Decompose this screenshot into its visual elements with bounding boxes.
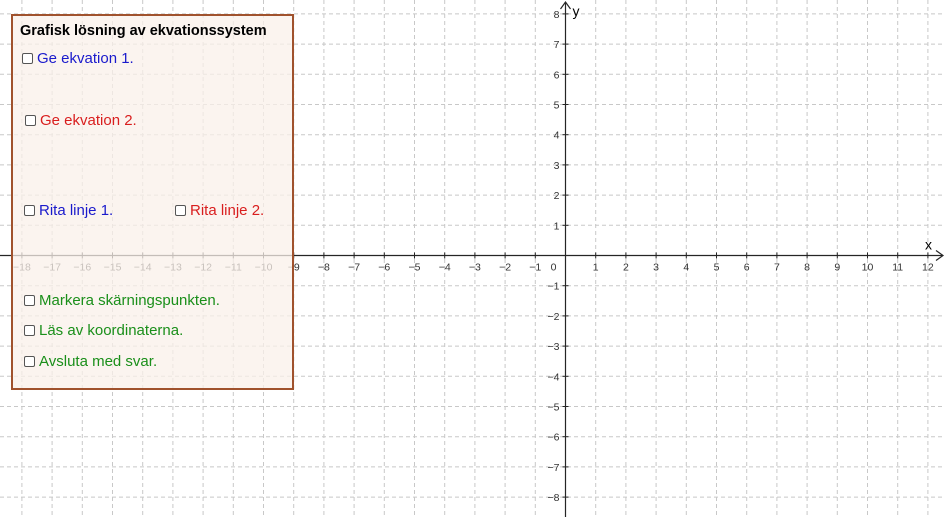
checkbox-label: Markera skärningspunkten. bbox=[39, 292, 220, 309]
y-tick-label: 4 bbox=[554, 130, 560, 142]
checkbox-ge-ekvation-1[interactable]: Ge ekvation 1. bbox=[22, 50, 134, 67]
y-tick-label: −4 bbox=[548, 371, 560, 383]
checkbox-label: Rita linje 1. bbox=[39, 202, 114, 219]
y-tick-label: −2 bbox=[548, 311, 560, 323]
y-tick-label: 8 bbox=[554, 9, 560, 21]
x-tick-label: −5 bbox=[409, 262, 421, 274]
y-tick-label: −5 bbox=[548, 402, 560, 414]
y-tick-label: 5 bbox=[554, 100, 560, 112]
x-tick-label: −2 bbox=[499, 262, 511, 274]
checkbox-markera-skarningspunkten[interactable]: Markera skärningspunkten. bbox=[24, 292, 220, 309]
x-tick-label: 9 bbox=[834, 262, 840, 274]
y-tick-label: 2 bbox=[554, 190, 560, 202]
x-tick-label: 3 bbox=[653, 262, 659, 274]
x-tick-label: 5 bbox=[714, 262, 720, 274]
x-axis-arrow bbox=[935, 250, 945, 261]
checkbox-rita-linje-2[interactable]: Rita linje 2. bbox=[175, 202, 264, 219]
x-tick-label: −1 bbox=[529, 262, 541, 274]
checkbox-box[interactable] bbox=[175, 205, 186, 216]
x-tick-label: 12 bbox=[922, 262, 934, 274]
x-tick-label: 8 bbox=[804, 262, 810, 274]
x-axis-label: x bbox=[925, 237, 932, 253]
panel-title: Grafisk lösning av ekvationssystem bbox=[20, 23, 267, 39]
checkbox-label: Avsluta med svar. bbox=[39, 353, 158, 370]
x-tick-label: 7 bbox=[774, 262, 780, 274]
x-tick-label: 6 bbox=[744, 262, 750, 274]
checkbox-rita-linje-1[interactable]: Rita linje 1. bbox=[24, 202, 113, 219]
checkbox-las-av-koordinaterna[interactable]: Läs av koordinaterna. bbox=[24, 322, 183, 339]
x-tick-label: 10 bbox=[862, 262, 874, 274]
x-tick-label: −3 bbox=[469, 262, 481, 274]
y-tick-label: 3 bbox=[554, 160, 560, 172]
checkbox-box[interactable] bbox=[24, 205, 35, 216]
x-tick-label: −6 bbox=[378, 262, 390, 274]
x-tick-label: 11 bbox=[892, 262, 903, 274]
x-tick-label: 4 bbox=[683, 262, 689, 274]
x-tick-label: −7 bbox=[348, 262, 360, 274]
y-tick-label: −3 bbox=[548, 341, 560, 353]
y-tick-label: 6 bbox=[554, 69, 560, 81]
x-tick-label: −8 bbox=[318, 262, 330, 274]
checkbox-ge-ekvation-2[interactable]: Ge ekvation 2. bbox=[25, 112, 137, 129]
checkbox-label: Läs av koordinaterna. bbox=[39, 322, 184, 339]
checkbox-box[interactable] bbox=[24, 325, 35, 336]
checkbox-label: Rita linje 2. bbox=[190, 202, 265, 219]
x-tick-label: 0 bbox=[551, 262, 557, 274]
checkbox-label: Ge ekvation 2. bbox=[40, 112, 137, 129]
y-tick-label: −8 bbox=[548, 492, 560, 504]
x-tick-label: −4 bbox=[439, 262, 451, 274]
checkbox-box[interactable] bbox=[25, 115, 36, 126]
y-tick-label: −1 bbox=[548, 281, 560, 293]
y-axis-arrow bbox=[560, 0, 571, 10]
checkbox-label: Ge ekvation 1. bbox=[37, 50, 134, 67]
y-axis-label: y bbox=[573, 3, 580, 19]
checkbox-box[interactable] bbox=[22, 53, 33, 64]
checkbox-box[interactable] bbox=[24, 356, 35, 367]
task-panel: Grafisk lösning av ekvationssystem Ge ek… bbox=[11, 14, 294, 390]
y-tick-label: 7 bbox=[554, 39, 560, 51]
checkbox-box[interactable] bbox=[24, 295, 35, 306]
y-tick-label: −7 bbox=[548, 462, 560, 474]
checkbox-avsluta-med-svar[interactable]: Avsluta med svar. bbox=[24, 353, 157, 370]
x-tick-label: 2 bbox=[623, 262, 629, 274]
x-tick-label: 1 bbox=[593, 262, 599, 274]
y-tick-label: 1 bbox=[554, 220, 560, 232]
y-tick-label: −6 bbox=[548, 432, 560, 444]
